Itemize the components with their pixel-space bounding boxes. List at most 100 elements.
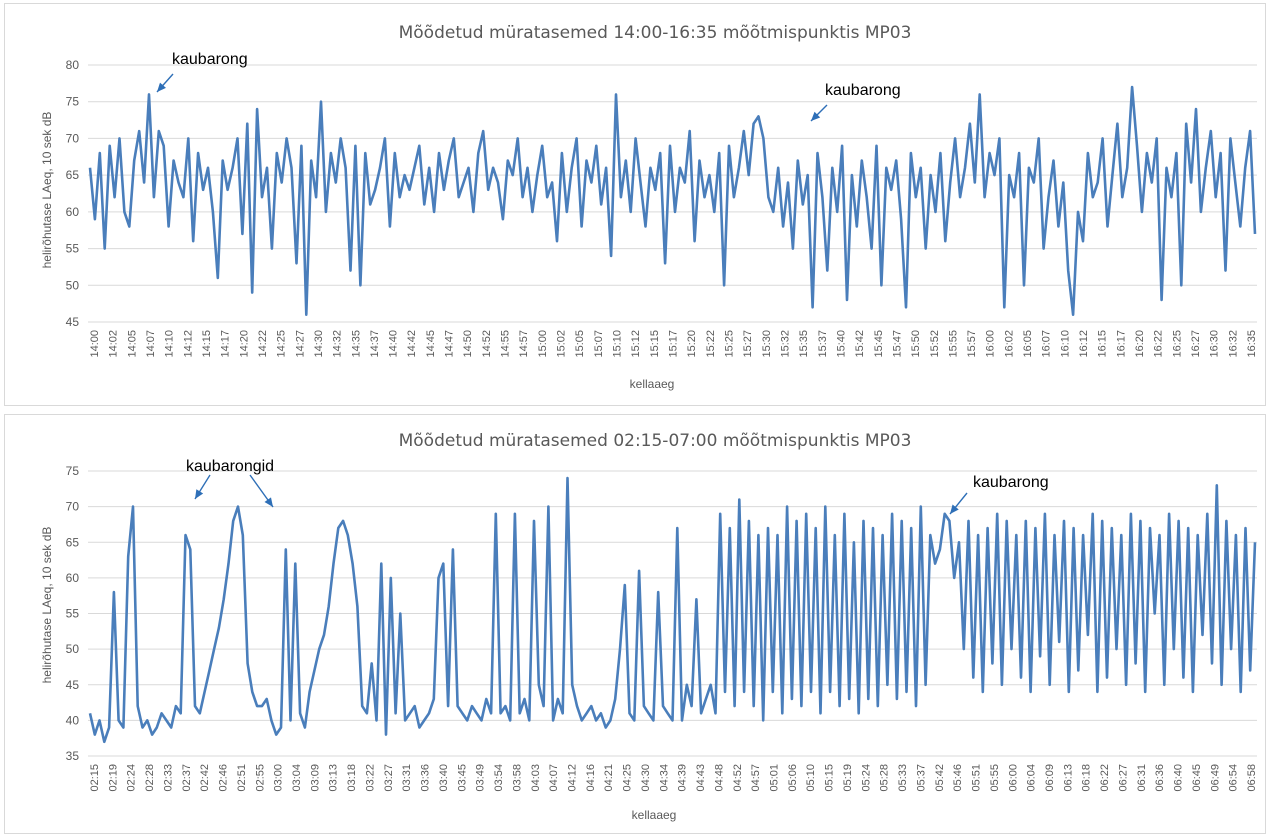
chart-2-y-tick-label: 40 [66,713,80,727]
chart-1-y-axis-label: helirõhutase LAeq, 10 sek dB [40,112,54,269]
chart-1-x-tick-label: 15:50 [910,330,922,358]
chart-1-x-tick-label: 16:22 [1153,330,1165,358]
chart-1-x-axis-label: kellaaeg [630,377,675,391]
chart-1-x-tick-label: 15:17 [668,330,680,358]
chart-2-x-tick-label: 03:00 [273,764,285,792]
chart-1-x-tick-label: 15:25 [723,330,735,358]
chart-2-x-tick-label: 05:42 [934,764,946,792]
chart-2-y-axis-label: helirõhutase LAeq, 10 sek dB [40,527,54,684]
chart-2-svg: Mõõdetud müratasemed 02:15-07:00 mõõtmis… [40,431,1258,822]
chart-2-x-tick-label: 06:31 [1136,764,1148,792]
chart-1-x-tick-label: 16:02 [1003,330,1015,358]
chart-1-title: Mõõdetud müratasemed 14:00-16:35 mõõtmis… [399,23,912,43]
chart-1-x-tick-label: 15:37 [817,330,829,358]
chart-2-y-tick-label: 45 [66,678,80,692]
chart-2-x-tick-label: 04:12 [566,764,578,792]
chart-1-x-tick-label: 14:52 [481,330,493,358]
chart-1-x-tick-label: 14:50 [462,330,474,358]
chart-2-x-tick-label: 02:55 [254,764,266,792]
chart-2-annotation-label: kaubarong [973,474,1049,491]
chart-1-x-tick-label: 15:12 [630,330,642,358]
chart-1-x-tick-label: 16:27 [1190,330,1202,358]
chart-1-x-tick-label: 14:10 [164,330,176,358]
chart-1-x-tick-label: 16:25 [1171,330,1183,358]
chart-2-series-line [88,476,1257,744]
chart-1-y-tick-label: 65 [66,168,80,182]
chart-1-x-tick-label: 14:00 [89,330,101,358]
chart-2-x-tick-label: 03:36 [420,764,432,792]
chart-1-x-tick-label: 14:37 [369,330,381,358]
chart-2-y-tick-label: 60 [66,571,80,585]
chart-2-x-tick-label: 05:10 [805,764,817,792]
chart-1-x-tick-label: 15:52 [929,330,941,358]
chart-2-x-tick-label: 03:13 [328,764,340,792]
chart-2-x-tick-label: 06:09 [1044,764,1056,792]
chart-1-x-tick-label: 15:32 [779,330,791,358]
chart-1-x-tick-label: 15:57 [966,330,978,358]
chart-2-x-tick-label: 02:42 [199,764,211,792]
chart-2-x-tick-label: 02:19 [107,764,119,792]
chart-2-x-tick-label: 05:24 [860,764,872,792]
chart-2-x-tick-label: 04:43 [695,764,707,792]
chart-2-x-tick-label: 03:27 [383,764,395,792]
chart-1-x-tick-label: 15:07 [593,330,605,358]
chart-1-x-tick-label: 14:40 [388,330,400,358]
chart-1-x-tick-label: 15:47 [891,330,903,358]
chart-2-y-tick-label: 35 [66,749,80,763]
chart-2-x-tick-label: 02:33 [162,764,174,792]
chart-1-y-tick-label: 60 [66,205,80,219]
chart-1-x-tick-label: 16:00 [985,330,997,358]
chart-1-annotation-arrowhead [811,111,821,121]
chart-2-x-tick-label: 03:45 [456,764,468,792]
chart-2-x-tick-label: 03:18 [346,764,358,792]
chart-1-x-tick-label: 15:40 [835,330,847,358]
chart-1-x-tick-label: 14:30 [313,330,325,358]
chart-1-x-tick-label: 16:12 [1078,330,1090,358]
chart-1-x-tick-label: 14:25 [276,330,288,358]
chart-2-x-tick-label: 02:28 [144,764,156,792]
chart-1-x-tick-label: 15:20 [686,330,698,358]
chart-1-x-tick-label: 14:12 [182,330,194,358]
chart-2-x-tick-label: 06:45 [1191,764,1203,792]
chart-1-x-tick-label: 15:30 [761,330,773,358]
chart-1-x-tick-label: 14:15 [201,330,213,358]
chart-1-x-tick-label: 16:35 [1246,330,1258,358]
chart-2-annotation-arrowhead [264,497,273,507]
chart-2-x-tick-label: 04:34 [658,764,670,792]
chart-2-x-tick-label: 06:54 [1228,764,1240,792]
chart-panel-1: Mõõdetud müratasemed 14:00-16:35 mõõtmis… [4,3,1266,406]
chart-2-x-tick-label: 03:40 [438,764,450,792]
chart-2-x-tick-label: 02:24 [126,764,138,792]
chart-2-x-tick-label: 04:16 [585,764,597,792]
chart-1-x-tick-label: 16:30 [1209,330,1221,358]
chart-1-x-tick-label: 14:05 [126,330,138,358]
chart-2-y-tick-label: 75 [66,464,80,478]
chart-1-x-tick-label: 14:20 [238,330,250,358]
chart-1-x-tick-label: 15:55 [947,330,959,358]
chart-2-x-tick-label: 02:37 [181,764,193,792]
chart-1-x-tick-label: 14:55 [500,330,512,358]
chart-1-x-tick-label: 14:32 [332,330,344,358]
chart-1-x-tick-label: 16:17 [1115,330,1127,358]
chart-1-x-tick-label: 16:07 [1041,330,1053,358]
chart-2-x-tick-label: 04:25 [622,764,634,792]
chart-1-annotation-label: kaubarong [825,82,901,99]
chart-1-x-tick-label: 16:20 [1134,330,1146,358]
chart-2-x-tick-label: 05:51 [971,764,983,792]
chart-1-annotation-label: kaubarong [172,51,248,68]
chart-1-y-tick-label: 75 [66,95,80,109]
chart-2-y-tick-label: 50 [66,642,80,656]
chart-2-x-tick-label: 03:09 [309,764,321,792]
chart-2-x-tick-label: 06:04 [1026,764,1038,792]
chart-2-x-tick-label: 04:52 [732,764,744,792]
chart-2-x-tick-label: 03:04 [291,764,303,792]
chart-2-x-tick-label: 03:31 [401,764,413,792]
chart-1-x-tick-label: 14:27 [294,330,306,358]
chart-2-x-tick-label: 02:46 [218,764,230,792]
chart-1-y-tick-label: 80 [66,58,80,72]
chart-1-x-tick-label: 16:05 [1022,330,1034,358]
chart-1-x-tick-label: 14:45 [425,330,437,358]
chart-2-x-tick-label: 06:40 [1173,764,1185,792]
chart-1-x-tick-label: 14:02 [108,330,120,358]
chart-2-y-tick-label: 55 [66,607,80,621]
